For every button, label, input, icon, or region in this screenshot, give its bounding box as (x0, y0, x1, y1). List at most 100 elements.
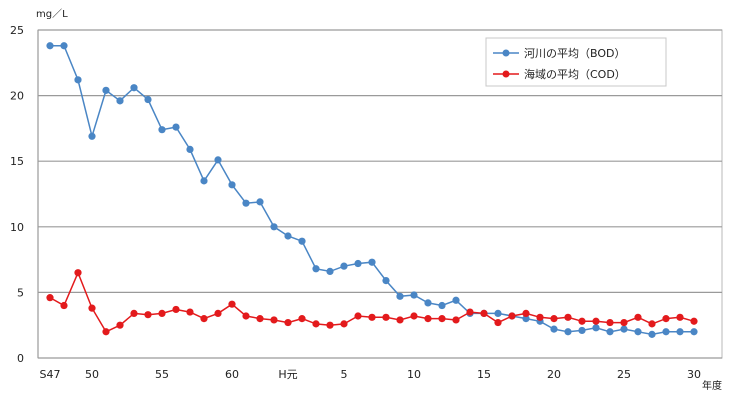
x-tick-label: 50 (85, 368, 99, 381)
data-point (228, 300, 236, 308)
data-point (662, 315, 670, 323)
y-tick-labels: 0 5 10 15 20 25 (10, 24, 24, 365)
data-point (256, 198, 264, 206)
data-point (690, 328, 698, 336)
y-tick-label: 0 (17, 352, 24, 365)
data-point (662, 328, 670, 336)
axes (37, 30, 722, 359)
data-point (354, 259, 362, 268)
data-point (634, 313, 642, 321)
data-point (214, 309, 222, 317)
data-point (410, 312, 418, 320)
data-point (144, 95, 152, 104)
data-point (200, 315, 208, 323)
data-point (354, 312, 362, 320)
data-point (256, 315, 264, 323)
data-point (508, 312, 516, 320)
y-axis-unit-label: mg／L (36, 8, 68, 20)
data-point (620, 325, 628, 333)
data-point (312, 265, 320, 273)
data-point (396, 316, 404, 324)
data-point (620, 318, 628, 327)
data-point (74, 269, 82, 277)
data-point (648, 330, 656, 338)
data-point (424, 315, 432, 323)
x-tick-label: 15 (477, 368, 491, 381)
data-point (522, 309, 530, 317)
data-point (536, 313, 544, 321)
y-tick-label: 20 (10, 90, 24, 103)
data-point (88, 132, 96, 140)
data-point (564, 313, 572, 321)
data-point (592, 317, 600, 325)
data-point (242, 199, 250, 207)
data-point (340, 320, 348, 328)
data-point (480, 309, 488, 317)
legend-entry-cod: 海域の平均（COD） (493, 67, 626, 81)
data-point (326, 267, 334, 276)
data-point (228, 181, 236, 189)
y-tick-label: 10 (10, 221, 24, 234)
data-point (214, 156, 222, 164)
data-point (466, 308, 474, 316)
data-point (382, 313, 390, 321)
data-point (424, 299, 432, 307)
data-point (242, 312, 250, 320)
legend-box (485, 37, 667, 87)
data-point (158, 309, 166, 317)
data-point (284, 318, 292, 327)
data-point (396, 292, 404, 300)
data-point (186, 308, 194, 316)
data-point (88, 304, 96, 312)
legend-label-cod: 海域の平均（COD） (524, 67, 626, 81)
data-point (186, 145, 194, 153)
data-point (592, 324, 600, 332)
data-point (606, 328, 614, 336)
data-point (74, 76, 82, 84)
data-point (368, 313, 376, 321)
x-tick-label: 30 (687, 368, 701, 381)
data-point (130, 309, 138, 317)
data-point (522, 315, 530, 323)
data-point (550, 325, 558, 333)
data-point (60, 301, 68, 310)
data-point (452, 296, 460, 304)
data-point (326, 321, 334, 329)
data-point (564, 328, 572, 336)
x-tick-label: 5 (341, 368, 348, 381)
data-point (438, 301, 446, 310)
data-point (116, 97, 124, 105)
data-point (550, 315, 558, 323)
legend-label-bod: 河川の平均（BOD） (524, 47, 625, 60)
data-point (116, 321, 124, 329)
data-point (130, 84, 138, 92)
data-point (270, 223, 278, 231)
data-point (634, 328, 642, 336)
x-tick-label: 55 (155, 368, 169, 381)
y-tick-label: 5 (17, 286, 24, 299)
data-point (284, 232, 292, 240)
x-tick-label: 10 (407, 368, 421, 381)
data-point (270, 316, 278, 324)
data-point (172, 123, 180, 131)
data-point (382, 276, 390, 285)
x-tick-label: 20 (547, 368, 561, 381)
legend: 河川の平均（BOD） 海域の平均（COD） (485, 37, 667, 87)
data-point (648, 320, 656, 328)
data-point (494, 318, 502, 327)
series-1 (46, 269, 698, 336)
x-tick-label: S47 (40, 368, 61, 381)
data-point (60, 42, 68, 50)
data-point (340, 262, 348, 270)
data-point (46, 294, 54, 302)
data-point (46, 42, 54, 50)
y-tick-label: 25 (10, 24, 24, 37)
data-point (606, 318, 614, 327)
data-point (690, 317, 698, 325)
data-point (452, 316, 460, 324)
data-point (200, 177, 208, 185)
data-point (676, 313, 684, 321)
data-point (578, 326, 586, 335)
data-point (494, 309, 502, 317)
